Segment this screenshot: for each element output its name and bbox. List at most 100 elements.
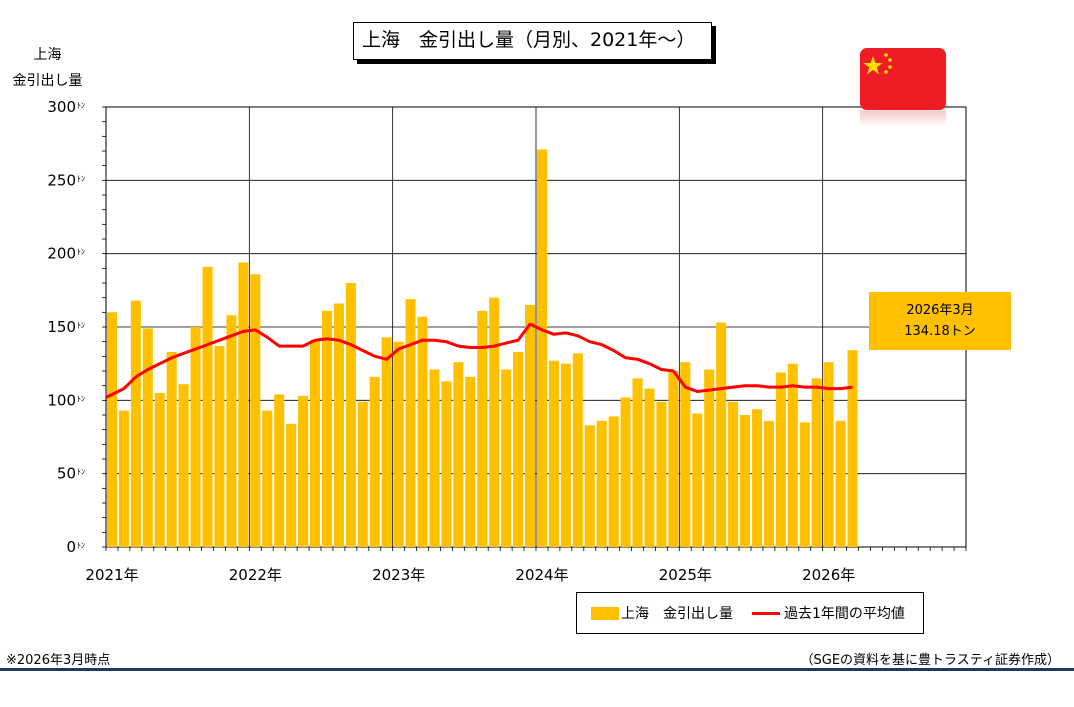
bar [560,363,571,547]
bar [130,300,141,547]
x-tick-label: 2025年 [659,566,712,584]
bar [489,297,500,547]
bar [847,350,858,547]
bar [321,310,332,547]
y-tick-unit: ﾄﾝ [77,321,85,330]
y-axis-label-line1: 上海 [33,47,62,63]
y-tick-unit: ﾄﾝ [77,541,85,550]
bar [644,388,655,547]
bar [286,423,297,547]
bar [190,327,201,547]
bar [525,305,536,547]
bar [166,351,177,547]
bar [823,362,834,547]
bar [298,395,309,547]
flag-reflection [860,111,946,127]
bar [572,353,583,547]
bar [393,341,404,547]
callout-value: 134.18トン [904,324,976,339]
bar [740,415,751,547]
bar [310,340,321,547]
legend-line-label: 過去1年間の平均値 [784,606,905,622]
bar [811,378,822,547]
callout-date: 2026年3月 [906,303,974,318]
bar [405,299,416,547]
y-tick-unit: ﾄﾝ [77,248,85,257]
bar [369,376,380,547]
y-tick-label: 200 [47,245,76,263]
bar [536,149,547,548]
bar [728,401,739,547]
x-tick-label: 2024年 [515,566,568,584]
latest-value-callout: 2026年3月 134.18トン [869,292,1011,350]
y-tick-label: 50 [57,465,76,483]
y-tick-unit: ﾄﾝ [77,101,85,110]
bar [274,394,285,547]
bar [381,337,392,547]
bar [680,362,691,547]
bar [632,378,643,547]
grid [106,107,966,547]
bar-series [106,149,858,548]
y-axis-label-line2: 金引出し量 [12,73,83,89]
china-flag-icon [860,48,946,110]
bar [501,369,512,547]
bar [250,274,261,547]
bottom-rule [0,668,1074,671]
bar [441,381,452,547]
y-tick-label: 0 [66,538,76,556]
bar [333,303,344,547]
bar [584,425,595,547]
y-tick-unit: ﾄﾝ [77,174,85,183]
y-tick-label: 100 [47,391,76,409]
bar [548,360,559,547]
bar [513,351,524,547]
bar [429,369,440,547]
y-tick-label: 250 [47,171,76,189]
bar [787,363,798,547]
x-tick-label: 2023年 [372,566,425,584]
bar [345,283,356,547]
legend-bar-label: 上海 金引出し量 [621,606,733,622]
bar [716,322,727,547]
bar [656,401,667,547]
x-tick-label: 2022年 [229,566,282,584]
legend-bar-swatch [591,607,619,620]
bar [178,384,189,547]
average-line [105,322,853,399]
bar [357,401,368,547]
bar [238,262,249,547]
bar [835,420,846,547]
bar [142,328,153,547]
bar [118,410,129,547]
bar [226,315,237,547]
bar [417,316,428,547]
bar [775,372,786,547]
bar [214,346,225,547]
bar [262,410,273,547]
legend-line-swatch [752,612,780,615]
average-line-series [105,322,853,399]
x-tick-label: 2021年 [85,566,138,584]
y-tick-unit: ﾄﾝ [77,394,85,403]
bar [692,413,703,547]
footnote-source: （SGEの資料を基に豊トラスティ証券作成） [800,653,1061,668]
bar [763,420,774,547]
bar [608,416,619,547]
bar [751,409,762,547]
bar [799,422,810,547]
bar [596,420,607,547]
bar [465,376,476,547]
chart-title: 上海 金引出し量（月別、2021年〜） [353,22,712,60]
y-tick-label: 300 [47,98,76,116]
x-tick-label: 2026年 [802,566,855,584]
y-tick-unit: ﾄﾝ [77,468,85,477]
bar [477,310,488,547]
bar [704,369,715,547]
y-tick-label: 150 [47,318,76,336]
bar [106,312,117,547]
bar [453,362,464,547]
bar [154,393,165,547]
